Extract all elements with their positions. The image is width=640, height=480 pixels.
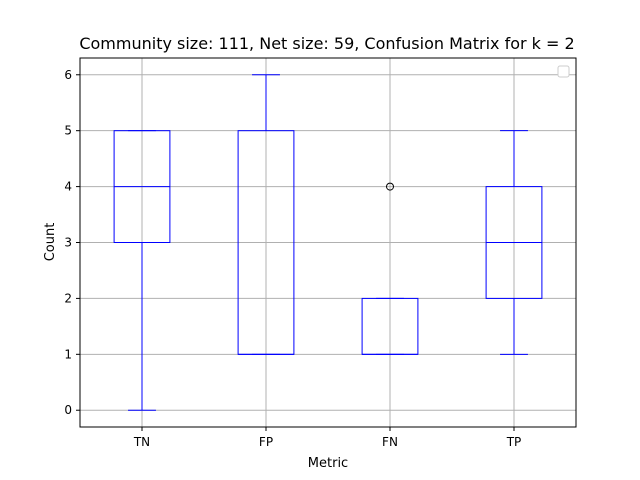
- y-tick-label: 2: [64, 291, 72, 305]
- box-tn: [113, 130, 171, 411]
- boxes: [113, 74, 543, 411]
- y-tick-label: 5: [64, 124, 72, 138]
- y-tick-label: 1: [64, 347, 72, 361]
- outlier-point: [386, 182, 394, 191]
- x-tick-label-fp: FP: [259, 435, 273, 449]
- x-tick-label-fn: FN: [382, 435, 398, 449]
- y-tick-label: 6: [64, 68, 72, 82]
- chart-title: Community size: 111, Net size: 59, Confu…: [79, 34, 574, 53]
- x-axis-label: Metric: [308, 456, 348, 471]
- box-tp: [485, 130, 543, 355]
- axis-ticks: 0 1 2 3 4 5 6 TN FP FN TP: [64, 68, 521, 449]
- y-tick-label: 4: [64, 180, 72, 194]
- y-tick-label: 0: [64, 403, 72, 417]
- y-axis-label: Count: [43, 223, 58, 262]
- x-tick-label-tp: TP: [506, 435, 522, 449]
- legend-box: [557, 65, 570, 78]
- y-tick-label: 3: [64, 236, 72, 250]
- box-fn: [361, 182, 419, 355]
- x-tick-label-tn: TN: [133, 435, 150, 449]
- box-fp: [237, 74, 295, 355]
